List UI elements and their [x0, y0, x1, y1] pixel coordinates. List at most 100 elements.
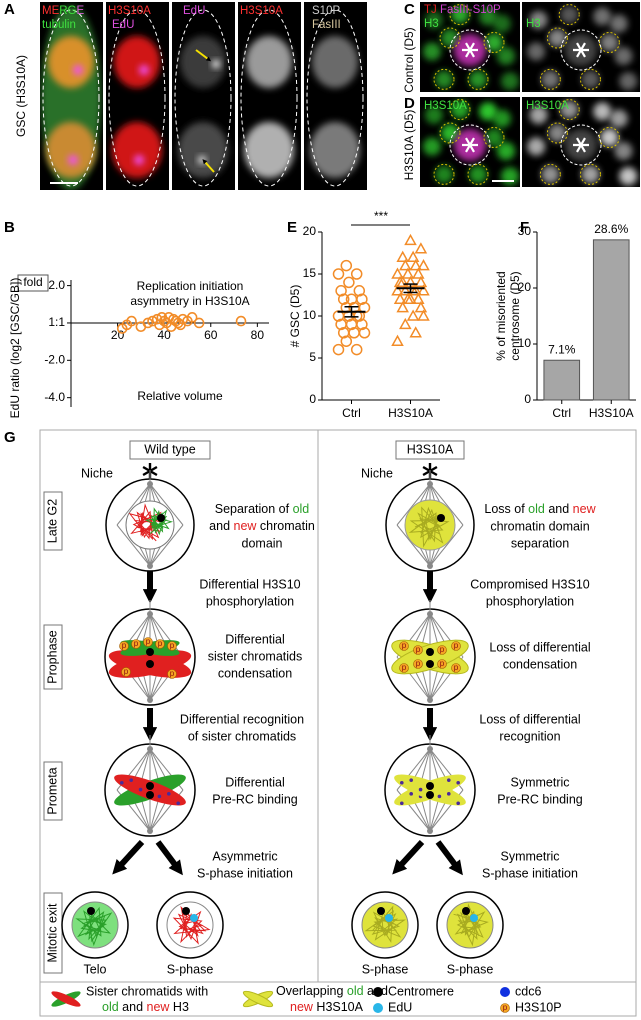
legend-icon	[373, 987, 383, 997]
unit-box	[17, 274, 49, 292]
cell-outline	[306, 9, 364, 187]
chart-title: Replication initiation	[137, 279, 244, 293]
legend-icon	[373, 1003, 383, 1013]
cell-signal	[244, 122, 294, 178]
edu-signal	[190, 914, 198, 922]
legend-text: Sister chromatids with	[86, 984, 208, 998]
cell-signal	[527, 42, 546, 61]
centromere	[437, 514, 445, 522]
bar	[592, 239, 630, 401]
h3s10p-letter: p	[454, 641, 459, 650]
h3s10p-icon	[155, 639, 165, 649]
centromere	[146, 660, 154, 668]
pre-rc	[157, 794, 162, 799]
cell-signal	[493, 109, 511, 128]
y-tick-label: 10	[303, 308, 317, 322]
cell-signal	[46, 122, 96, 178]
tile-label: H3S10A	[424, 100, 467, 112]
spindle	[149, 613, 184, 658]
cell-signal	[619, 72, 638, 91]
h3s10p-letter: p	[402, 641, 407, 650]
nucleus	[71, 901, 119, 949]
h3s10p-letter: p	[454, 663, 459, 672]
step-text: S-phase initiation	[197, 866, 293, 880]
step-text: Differential recognition	[180, 712, 304, 726]
y-tick-label: 0	[309, 392, 316, 406]
chromatid	[391, 639, 469, 675]
pre-rc	[446, 778, 451, 782]
centrosome	[147, 481, 153, 487]
x-tick-label: Ctrl	[552, 406, 571, 420]
spindle	[429, 483, 464, 526]
gsc-outline	[558, 4, 580, 26]
centromere	[426, 648, 434, 656]
point	[393, 275, 407, 288]
spindle	[429, 524, 464, 567]
step-text: chromatin domain	[490, 519, 589, 533]
stage-label: Prophase	[45, 630, 59, 684]
tile-label: S10P	[312, 5, 340, 17]
gsc-outline	[467, 163, 489, 185]
asterisk	[465, 137, 475, 153]
column-header: H3S10A	[407, 442, 454, 456]
column-header: Wild type	[144, 442, 195, 456]
centromere	[426, 782, 434, 790]
pre-rc	[418, 787, 423, 792]
x-tick-label: Ctrl	[342, 406, 361, 420]
step-text: Pre-RC binding	[497, 792, 583, 806]
cell-signal	[112, 122, 162, 178]
h3s10p-icon	[413, 645, 423, 655]
point	[332, 343, 345, 356]
gsc-outline	[546, 122, 568, 144]
cell-signal	[485, 33, 503, 52]
centrosome	[147, 611, 153, 617]
y-tick-label: 30	[518, 224, 532, 238]
pre-rc	[400, 780, 404, 785]
cell-signal	[529, 11, 548, 29]
gsc-outline	[546, 27, 568, 49]
point	[417, 309, 430, 321]
h3s10p-icon	[399, 663, 409, 673]
spindle	[149, 483, 184, 526]
cell-signal	[479, 7, 497, 26]
centromere	[146, 782, 154, 790]
point	[332, 268, 345, 280]
y-tick-label: 10	[518, 336, 532, 350]
cell-signal	[529, 106, 548, 124]
x-tick-label: 60	[204, 328, 218, 342]
row-label: H3S10A (D5)	[402, 110, 416, 181]
flow-arrow	[112, 839, 145, 875]
legend-text: H3S10P	[515, 1000, 562, 1014]
cell-label: S-phase	[447, 962, 494, 976]
cell-label: S-phase	[362, 962, 409, 976]
step-text: S-phase initiation	[482, 866, 578, 880]
step-text: separation	[511, 536, 569, 550]
y-tick-label: 20	[303, 224, 317, 238]
cell-label: S-phase	[167, 962, 214, 976]
flow-arrow	[392, 839, 425, 875]
point	[335, 285, 347, 297]
stage-box	[43, 892, 63, 974]
step-text: condensation	[218, 666, 292, 680]
tile-label: MERGE	[42, 5, 85, 17]
nucleus	[361, 901, 409, 949]
cell-signal	[310, 122, 360, 178]
point	[409, 326, 422, 338]
cell-signal	[68, 155, 78, 165]
x-tick-label: 40	[157, 328, 171, 342]
point	[343, 276, 355, 289]
point	[235, 315, 247, 327]
value-label: 28.6%	[594, 222, 628, 236]
cell-signal	[600, 33, 619, 52]
niche-label: Niche	[361, 466, 393, 480]
x-tick-label: H3S10A	[589, 406, 634, 420]
centromere	[146, 648, 154, 656]
pre-rc	[400, 801, 404, 806]
centromere	[426, 791, 434, 799]
pre-rc	[409, 792, 414, 796]
point	[345, 293, 358, 305]
tile-label: TJ FasIII-S10P	[424, 4, 501, 16]
h3s10p-icon	[121, 667, 131, 677]
point	[399, 284, 412, 296]
centrosome	[147, 746, 153, 752]
